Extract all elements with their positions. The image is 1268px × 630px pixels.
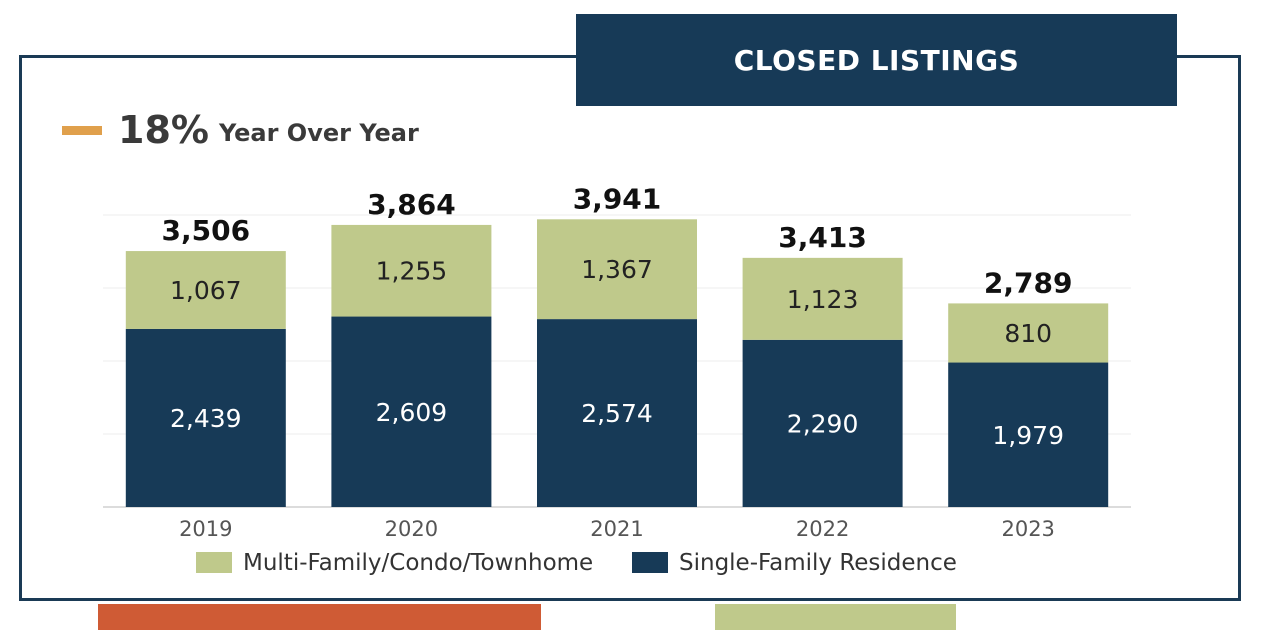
data-label-multi-family: 1,123 <box>787 285 859 314</box>
legend-swatch <box>196 552 232 573</box>
legend-label: Multi-Family/Condo/Townhome <box>243 550 593 576</box>
legend-swatch <box>632 552 668 573</box>
data-label-multi-family: 1,255 <box>376 257 448 286</box>
data-label-multi-family: 1,367 <box>581 255 653 284</box>
data-label-single-family: 2,439 <box>170 404 242 433</box>
x-tick-label: 2021 <box>590 517 643 541</box>
data-label-total: 3,413 <box>778 221 867 254</box>
data-label-multi-family: 810 <box>1004 319 1052 348</box>
decorative-orange-bar <box>98 604 541 630</box>
data-label-total: 3,864 <box>367 188 456 221</box>
bar-single-family <box>537 319 697 507</box>
data-label-total: 3,506 <box>162 214 251 247</box>
bar-multi-family <box>742 257 903 340</box>
data-label-multi-family: 1,067 <box>170 276 242 305</box>
decorative-green-bar <box>715 604 956 630</box>
x-tick-label: 2020 <box>385 517 438 541</box>
bar-single-family <box>331 316 492 507</box>
bar-multi-family <box>125 251 286 329</box>
chart-title: CLOSED LISTINGS <box>576 14 1177 106</box>
data-label-single-family: 2,609 <box>376 398 448 427</box>
bar-single-family <box>125 328 286 507</box>
data-label-total: 2,789 <box>984 266 1073 299</box>
x-tick-label: 2022 <box>796 517 849 541</box>
bar-multi-family <box>537 219 697 320</box>
data-label-single-family: 2,574 <box>581 399 653 428</box>
bar-single-family <box>742 339 903 507</box>
data-label-total: 3,941 <box>573 182 662 215</box>
yoy-value: 18% <box>118 108 209 152</box>
yoy-label: Year Over Year <box>218 119 419 147</box>
bar-single-family <box>948 362 1109 507</box>
data-label-single-family: 2,290 <box>787 409 859 438</box>
x-tick-label: 2019 <box>179 517 232 541</box>
data-label-single-family: 1,979 <box>992 421 1064 450</box>
x-tick-label: 2023 <box>1001 517 1054 541</box>
bar-multi-family <box>331 224 492 317</box>
yoy-dash-icon <box>62 125 102 135</box>
yoy-indicator: 18% Year Over Year <box>62 108 419 152</box>
legend-label: Single-Family Residence <box>679 550 957 576</box>
bar-multi-family <box>948 303 1109 363</box>
